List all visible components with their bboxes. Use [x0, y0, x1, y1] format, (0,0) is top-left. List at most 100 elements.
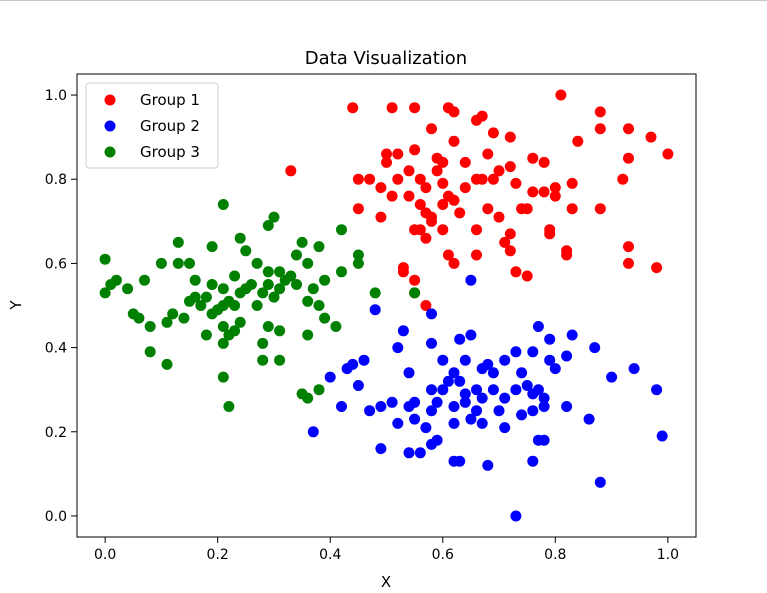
data-point-group-2: [403, 367, 415, 379]
data-point-group-3: [110, 274, 122, 286]
data-point-group-3: [155, 257, 167, 269]
data-point-group-2: [516, 409, 528, 421]
data-point-group-3: [189, 291, 201, 303]
y-tick-label: 0.2: [45, 425, 67, 441]
data-point-group-1: [561, 249, 573, 261]
data-point-group-3: [217, 283, 229, 295]
data-point-group-2: [532, 321, 544, 332]
data-point-group-2: [499, 354, 511, 366]
data-point-group-1: [538, 186, 550, 198]
data-point-group-1: [442, 190, 454, 202]
data-point-group-1: [437, 156, 449, 168]
data-point-group-3: [313, 384, 325, 396]
data-point-group-3: [184, 257, 195, 269]
data-point-group-2: [510, 384, 522, 396]
data-point-group-3: [279, 274, 291, 286]
data-point-group-1: [487, 127, 499, 139]
data-point-group-1: [448, 257, 460, 269]
data-point-group-1: [651, 262, 663, 274]
data-point-group-1: [386, 102, 398, 114]
data-point-group-3: [167, 308, 179, 320]
data-point-group-3: [302, 295, 314, 307]
data-point-group-1: [375, 211, 387, 223]
data-point-group-1: [437, 177, 449, 189]
data-point-group-2: [386, 396, 398, 408]
x-tick-label: 0.8: [544, 547, 566, 563]
data-point-group-3: [274, 325, 286, 337]
data-point-group-2: [403, 447, 415, 459]
data-point-group-1: [352, 203, 364, 215]
data-point-group-1: [420, 182, 432, 194]
data-point-group-3: [302, 392, 314, 404]
data-point-group-2: [527, 346, 539, 358]
legend-box: [85, 82, 219, 169]
data-point-group-2: [426, 308, 437, 320]
data-point-group-2: [499, 392, 511, 404]
data-point-group-3: [144, 321, 156, 332]
data-point-group-1: [409, 144, 421, 156]
legend-marker-group-2: [104, 120, 116, 132]
data-point-group-2: [476, 417, 488, 429]
data-point-group-2: [409, 396, 421, 408]
data-point-group-3: [229, 325, 241, 337]
data-point-group-3: [257, 337, 269, 349]
data-point-group-2: [459, 388, 471, 400]
data-point-group-3: [234, 232, 246, 244]
data-point-group-1: [437, 199, 449, 210]
x-tick-label: 0.0: [94, 547, 116, 563]
data-point-group-2: [392, 342, 404, 354]
data-point-group-2: [561, 350, 573, 362]
data-point-group-2: [656, 430, 668, 442]
data-point-group-1: [504, 131, 516, 143]
data-point-group-3: [274, 283, 286, 295]
y-ticks: 0.0 0.2 0.4 0.6 0.8 1.0: [45, 88, 77, 525]
data-point-group-1: [594, 123, 606, 135]
data-point-group-1: [482, 148, 494, 160]
data-point-group-3: [313, 300, 325, 311]
data-point-group-3: [336, 266, 347, 278]
data-point-group-3: [352, 249, 364, 261]
data-point-group-3: [302, 329, 314, 341]
data-point-group-3: [268, 291, 280, 303]
data-point-group-2: [606, 371, 618, 383]
data-point-group-2: [549, 363, 561, 375]
data-point-group-2: [324, 371, 336, 383]
data-point-group-1: [572, 135, 584, 147]
data-point-group-1: [617, 173, 629, 185]
data-point-group-3: [240, 245, 252, 257]
data-point-group-3: [313, 241, 325, 253]
data-point-group-3: [369, 287, 381, 299]
data-point-group-1: [392, 148, 404, 160]
data-point-group-1: [521, 270, 533, 282]
data-point-group-1: [645, 131, 657, 143]
data-point-group-3: [274, 354, 286, 366]
data-point-group-1: [623, 123, 634, 135]
data-point-group-3: [229, 270, 241, 282]
data-point-group-3: [139, 274, 150, 286]
data-point-group-3: [291, 249, 302, 261]
data-point-group-1: [459, 182, 471, 194]
data-point-group-1: [504, 245, 516, 257]
data-point-group-3: [172, 236, 184, 248]
data-point-group-1: [454, 207, 466, 219]
data-point-group-2: [628, 363, 640, 375]
data-point-group-1: [482, 203, 494, 215]
data-point-group-2: [544, 354, 556, 366]
data-point-group-1: [414, 199, 426, 210]
y-tick-label: 0.0: [45, 509, 67, 525]
data-point-group-3: [257, 287, 269, 299]
x-tick-label: 0.6: [432, 547, 454, 563]
data-point-group-2: [431, 434, 443, 446]
data-point-group-1: [594, 106, 606, 118]
data-point-group-2: [583, 413, 595, 425]
data-point-group-1: [386, 190, 398, 202]
data-point-group-2: [589, 342, 601, 354]
data-point-group-2: [471, 384, 482, 396]
data-point-group-2: [426, 384, 437, 396]
data-point-group-2: [431, 396, 443, 408]
data-point-group-2: [352, 380, 364, 391]
plot-frame: [76, 73, 697, 538]
data-point-group-1: [662, 148, 674, 160]
data-point-group-3: [234, 316, 246, 328]
data-point-group-2: [544, 333, 556, 345]
